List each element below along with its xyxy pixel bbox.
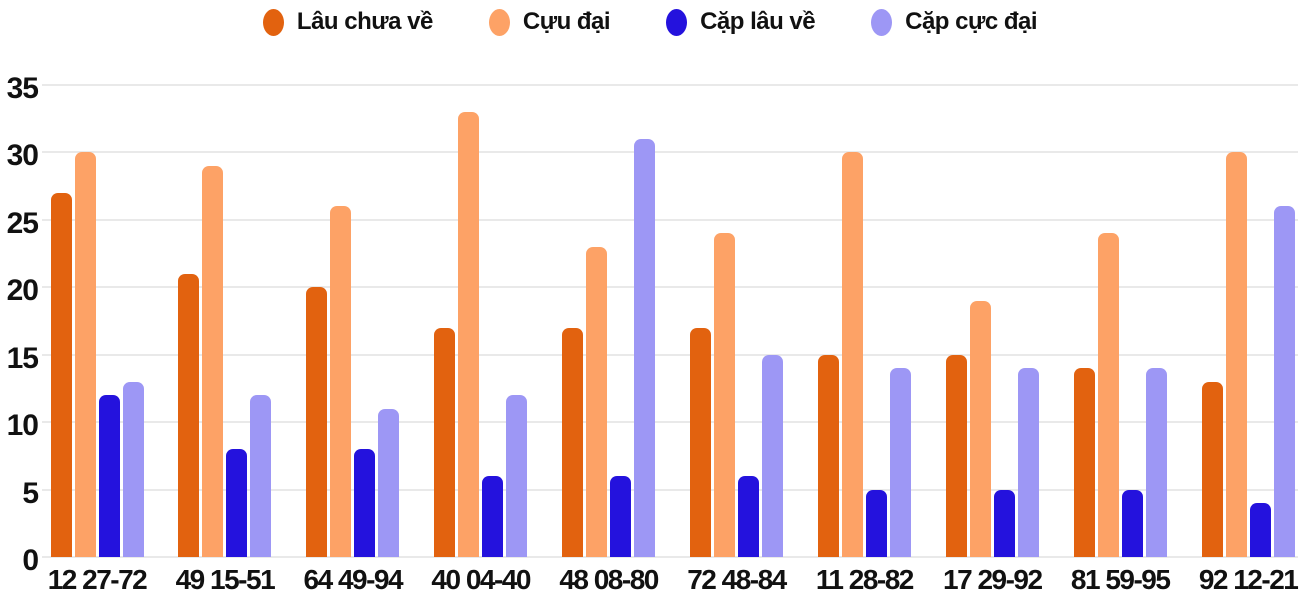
bar-lau-chua-ve-81-59-95: [1073, 368, 1095, 557]
bar-cap-cuc-ai-49-15-51: [250, 395, 272, 557]
bar-cuu-ai-11-28-82: [841, 152, 863, 557]
y-axis-tick-label: 20: [6, 274, 39, 308]
gridline-y-0: [42, 556, 1298, 558]
bar-cap-lau-ve-81-59-95: [1121, 489, 1143, 557]
bar-cuu-ai-40-04-40: [458, 111, 480, 557]
y-axis-tick-label: 30: [6, 139, 39, 173]
bar-cuu-ai-64-49-94: [330, 206, 352, 557]
bar-cap-cuc-ai-64-49-94: [378, 408, 400, 557]
bar-cuu-ai-72-48-84: [714, 233, 735, 557]
y-axis-tick-label: 0: [22, 544, 39, 577]
bar-cuu-ai-48-08-80: [586, 246, 608, 557]
gridline-y-35: [42, 83, 1298, 86]
x-axis-category-label: 72 48-84: [687, 564, 787, 595]
bar-cap-lau-ve-64-49-94: [354, 449, 376, 557]
legend-item-cuu-ai[interactable]: Cựu đại: [488, 8, 611, 36]
chart-legend: Lâu chưa về Cựu đại Cặp lâu về Cặp cực đại: [0, 8, 1300, 36]
legend-item-cap-cuc-ai[interactable]: Cặp cực đại: [871, 8, 1038, 36]
gridline-y-10: [42, 421, 1298, 424]
legend-label: Cặp cực đại: [905, 8, 1038, 35]
x-axis-category-label: 92 12-21: [1198, 564, 1299, 595]
gridline-y-15: [42, 353, 1298, 356]
legend-label: Cựu đại: [522, 8, 611, 35]
bar-cap-cuc-ai-40-04-40: [506, 395, 528, 557]
x-axis-category-label: 12 27-72: [47, 564, 148, 595]
bar-cap-lau-ve-12-27-72: [98, 395, 120, 557]
bar-cap-lau-ve-11-28-82: [865, 489, 887, 557]
y-axis-tick-label: 25: [6, 206, 39, 240]
x-axis-category-label: 64 49-94: [303, 564, 404, 595]
bar-cap-lau-ve-72-48-84: [738, 476, 759, 557]
bar-lau-chua-ve-17-29-92: [945, 354, 967, 557]
bar-cuu-ai-12-27-72: [74, 152, 96, 557]
legend-swatch-icon: [871, 8, 893, 36]
legend-label: Cặp lâu về: [700, 8, 816, 35]
bar-cap-lau-ve-48-08-80: [610, 476, 632, 557]
gridline-y-25: [42, 218, 1298, 221]
y-axis-tick-label: 10: [6, 409, 39, 443]
x-axis-category-label: 17 29-92: [943, 564, 1043, 595]
bar-lau-chua-ve-92-12-21: [1201, 381, 1223, 557]
legend-item-cap-lau-ve[interactable]: Cặp lâu về: [666, 8, 816, 36]
x-axis-category-label: 81 59-95: [1070, 564, 1171, 595]
bar-cap-lau-ve-92-12-21: [1249, 503, 1271, 557]
legend-swatch-icon: [488, 8, 510, 36]
bar-cuu-ai-81-59-95: [1097, 233, 1119, 557]
legend-label: Lâu chưa về: [296, 8, 433, 35]
bar-lau-chua-ve-12-27-72: [50, 192, 72, 557]
bar-cap-lau-ve-17-29-92: [993, 489, 1015, 557]
bar-lau-chua-ve-49-15-51: [178, 273, 200, 557]
bar-cap-lau-ve-40-04-40: [482, 476, 504, 557]
legend-swatch-icon: [262, 8, 284, 36]
gridline-y-5: [42, 488, 1298, 491]
bar-cuu-ai-17-29-92: [969, 300, 991, 557]
legend-item-lau-chua-ve[interactable]: Lâu chưa về: [262, 8, 433, 36]
legend-swatch-icon: [666, 8, 688, 36]
bar-cuu-ai-92-12-21: [1225, 152, 1247, 557]
bar-cap-cuc-ai-11-28-82: [889, 368, 911, 557]
bar-cuu-ai-49-15-51: [202, 165, 224, 557]
y-axis-tick-label: 35: [6, 71, 39, 105]
bar-cap-cuc-ai-72-48-84: [762, 354, 783, 557]
bar-lau-chua-ve-40-04-40: [434, 327, 456, 557]
bar-cap-cuc-ai-12-27-72: [122, 381, 144, 557]
x-axis-category-label: 48 08-80: [559, 564, 659, 595]
bar-lau-chua-ve-64-49-94: [306, 287, 328, 557]
bar-lau-chua-ve-11-28-82: [817, 354, 839, 557]
x-axis-category-label: 11 28-82: [815, 564, 915, 595]
bar-cap-cuc-ai-17-29-92: [1017, 368, 1039, 557]
bar-cap-cuc-ai-81-59-95: [1145, 368, 1167, 557]
x-axis-category-label: 49 15-51: [175, 564, 276, 595]
y-axis-tick-label: 15: [6, 341, 39, 375]
bar-lau-chua-ve-72-48-84: [690, 327, 711, 557]
x-axis-category-label: 40 04-40: [431, 564, 531, 595]
bar-cap-lau-ve-49-15-51: [226, 449, 248, 557]
gridline-y-20: [42, 286, 1298, 289]
bar-cap-cuc-ai-48-08-80: [634, 138, 656, 557]
bar-cap-cuc-ai-92-12-21: [1273, 206, 1295, 557]
y-axis-tick-label: 5: [22, 476, 39, 510]
bar-lau-chua-ve-48-08-80: [562, 327, 584, 557]
gridline-y-30: [42, 151, 1298, 154]
